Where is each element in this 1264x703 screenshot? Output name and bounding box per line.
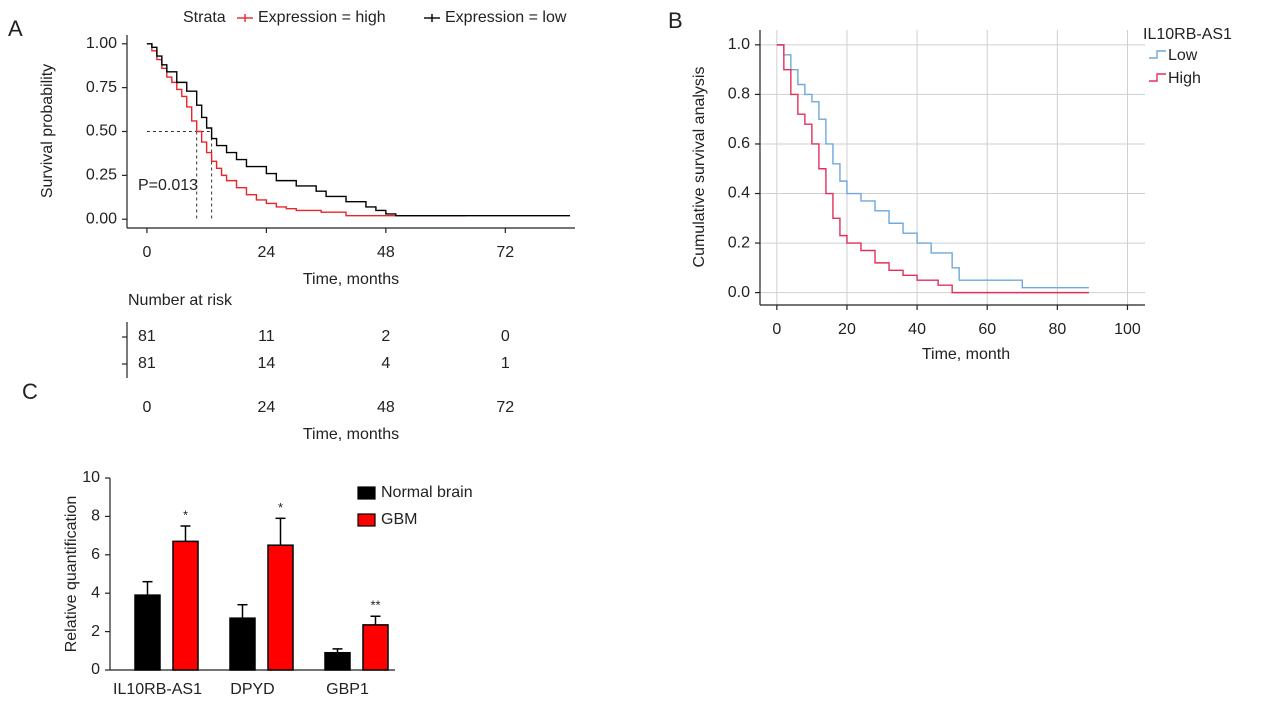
legend-swatch — [357, 486, 376, 500]
risk-table-title: Number at risk — [128, 292, 233, 309]
panel-letter: C — [22, 379, 38, 404]
y-axis-title: Relative quantification — [63, 496, 80, 653]
y-tick-label: 0.25 — [86, 167, 117, 184]
risk-count: 0 — [501, 328, 510, 345]
significance-label: ** — [370, 598, 380, 613]
x-axis-title: Time, months — [303, 271, 399, 288]
legend-title: Strata — [183, 9, 226, 26]
bar — [229, 617, 256, 671]
risk-count: 11 — [258, 328, 275, 345]
risk-count: 81 — [138, 328, 156, 345]
bar — [267, 544, 294, 671]
legend-label: Low — [1168, 47, 1198, 64]
y-tick-label: 0 — [91, 661, 100, 678]
survival-curve — [146, 43, 466, 217]
x-tick-label: 24 — [257, 244, 275, 261]
legend-label: Normal brain — [381, 484, 473, 501]
risk-count: 81 — [138, 355, 156, 372]
risk-count: 4 — [381, 355, 390, 372]
x-tick-label: GBP1 — [326, 681, 369, 698]
survival-curve — [776, 44, 1089, 294]
risk-count: 1 — [501, 355, 510, 372]
panel-letter: B — [668, 8, 683, 33]
p-value: P=0.013 — [138, 177, 198, 194]
legend-label: High — [1168, 70, 1201, 87]
y-tick-label: 0.4 — [728, 185, 750, 202]
y-tick-label: 4 — [91, 584, 100, 601]
x-tick-label: 0 — [772, 321, 781, 338]
survival-curve — [146, 43, 571, 217]
y-tick-label: 1.00 — [86, 35, 117, 52]
bar — [134, 594, 161, 671]
significance-label: * — [278, 500, 283, 515]
legend-label: Expression = low — [445, 9, 567, 26]
x-tick-label: 72 — [496, 399, 514, 416]
x-tick-label: DPYD — [230, 681, 274, 698]
bar — [172, 540, 199, 671]
survival-curve — [776, 44, 1089, 289]
x-tick-label: 100 — [1114, 321, 1141, 338]
x-tick-label: 72 — [496, 244, 514, 261]
y-tick-label: 0.0 — [728, 284, 750, 301]
risk-count: 2 — [381, 328, 390, 345]
y-axis-title: Survival probability — [39, 64, 56, 198]
y-tick-label: 0.2 — [728, 234, 750, 251]
y-tick-label: 0.50 — [86, 123, 117, 140]
x-tick-label: 0 — [142, 244, 151, 261]
x-axis-title: Time, month — [922, 346, 1010, 363]
legend-label: GBM — [381, 511, 417, 528]
y-tick-label: 8 — [91, 508, 100, 525]
x-tick-label: 20 — [838, 321, 856, 338]
legend-label: Expression = high — [258, 9, 386, 26]
bar — [324, 651, 351, 671]
x-tick-label: 60 — [978, 321, 996, 338]
x-tick-label: 48 — [377, 399, 395, 416]
legend-title: IL10RB-AS1 — [1143, 26, 1232, 43]
risk-count: 14 — [257, 355, 275, 372]
y-tick-label: 0.8 — [728, 86, 750, 103]
y-tick-label: 6 — [91, 546, 100, 563]
x-tick-label: 80 — [1048, 321, 1066, 338]
x-tick-label: 48 — [377, 244, 395, 261]
y-tick-label: 10 — [82, 469, 100, 486]
x-tick-label: 0 — [142, 399, 151, 416]
x-tick-label: IL10RB-AS1 — [113, 681, 202, 698]
y-tick-label: 0.6 — [728, 135, 750, 152]
y-tick-label: 1.0 — [728, 36, 750, 53]
legend-swatch — [1149, 73, 1166, 82]
legend-swatch — [357, 513, 376, 527]
legend-swatch — [1149, 50, 1166, 59]
significance-label: * — [183, 507, 188, 522]
y-tick-label: 0.00 — [86, 210, 117, 227]
y-tick-label: 0.75 — [86, 79, 117, 96]
y-axis-title: Cumulative survival analysis — [691, 67, 708, 268]
panel-letter: A — [8, 16, 23, 41]
x-tick-label: 40 — [908, 321, 926, 338]
y-tick-label: 2 — [91, 623, 100, 640]
x-tick-label: 24 — [257, 399, 275, 416]
x-axis-title: Time, months — [303, 426, 399, 443]
bar — [362, 624, 389, 671]
